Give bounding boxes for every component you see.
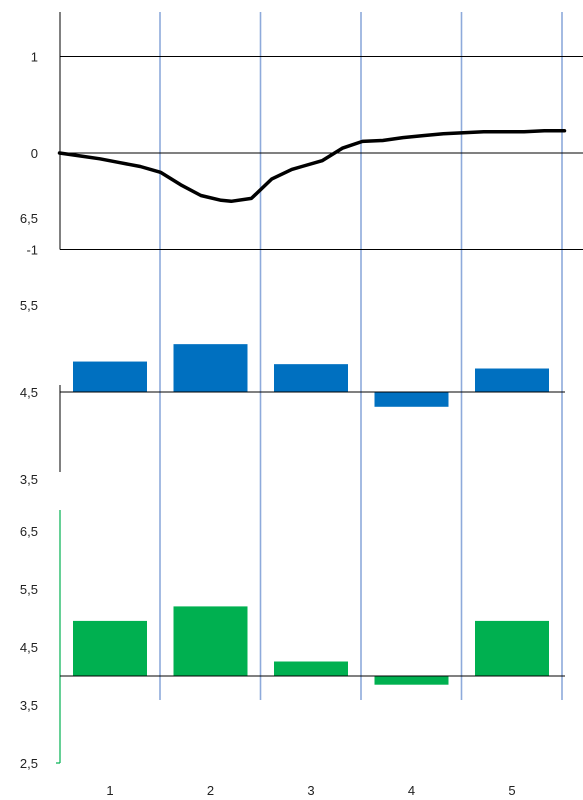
green-panel-y-tick-label: 5,5: [20, 582, 38, 597]
vertical-gridlines: [159, 12, 563, 700]
green-panel-y-tick-label: 3,5: [20, 698, 38, 713]
green-bar: [173, 606, 248, 676]
green-panel-y-tick-label: 6,5: [20, 524, 38, 539]
blue-bar: [73, 361, 147, 392]
green-bar: [73, 620, 147, 676]
line-panel-gridlines: [60, 56, 583, 250]
line-panel-y-tick-label: 0: [31, 146, 38, 161]
blue-bar: [274, 364, 348, 392]
green-bar: [274, 661, 348, 676]
green-bar: [374, 676, 449, 685]
blue-bar: [475, 368, 549, 392]
blue-bars: [73, 344, 549, 407]
green-bars: [73, 606, 549, 685]
line-panel-y-tick-labels: 1 0 -1: [26, 50, 38, 258]
x-tick-label: 4: [408, 783, 415, 798]
x-tick-label: 2: [207, 783, 214, 798]
blue-panel-y-tick-label: 6,5: [20, 211, 38, 226]
green-panel-y-tick-label: 4,5: [20, 640, 38, 655]
line-panel-y-tick-label: -1: [26, 243, 38, 258]
blue-panel-y-tick-label: 3,5: [20, 472, 38, 487]
x-tick-labels: 1 2 3 4 5: [106, 783, 515, 798]
green-panel-y-tick-labels: 6,5 5,5 4,5 3,5 2,5: [20, 524, 38, 771]
blue-bar-panel: 6,5 5,5 4,5 3,5: [20, 211, 565, 487]
blue-panel-y-tick-label: 5,5: [20, 298, 38, 313]
line-panel: 1 0 -1: [26, 12, 583, 258]
x-tick-label: 5: [508, 783, 515, 798]
green-bar: [475, 620, 549, 676]
x-tick-label: 3: [307, 783, 314, 798]
blue-bar: [173, 344, 248, 392]
green-panel-y-tick-label: 2,5: [20, 756, 38, 771]
line-panel-y-tick-label: 1: [31, 50, 38, 65]
blue-panel-y-tick-labels: 6,5 5,5 4,5 3,5: [20, 211, 38, 487]
blue-panel-y-tick-label: 4,5: [20, 385, 38, 400]
x-tick-label: 1: [106, 783, 113, 798]
green-bar-panel: 6,5 5,5 4,5 3,5 2,5 1 2 3 4 5: [20, 510, 565, 798]
blue-bar: [374, 392, 449, 407]
line-series: [57, 129, 567, 204]
